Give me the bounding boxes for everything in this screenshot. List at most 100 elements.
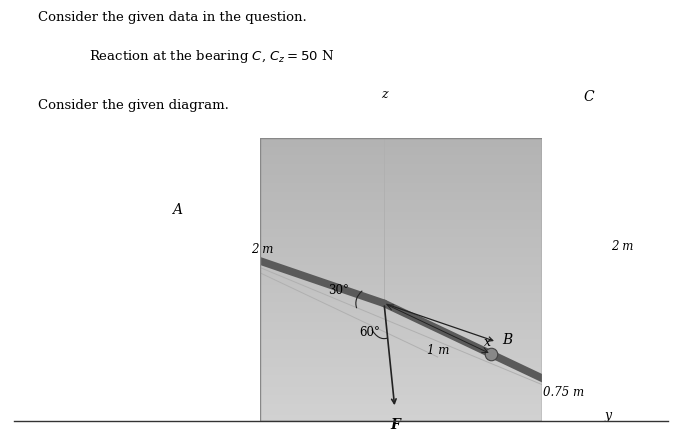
Bar (260, 336, 542, 339)
Bar (260, 342, 542, 344)
Bar (260, 406, 542, 409)
Bar (260, 263, 542, 266)
Bar (260, 142, 542, 144)
Bar (260, 190, 542, 192)
Bar (260, 257, 542, 260)
Bar (260, 350, 542, 353)
Bar (260, 139, 542, 142)
Text: 2 m: 2 m (252, 243, 274, 256)
Bar (260, 325, 542, 328)
Bar (260, 161, 542, 164)
Bar (260, 167, 542, 170)
Bar (260, 201, 542, 204)
Bar (260, 229, 542, 232)
Bar (260, 232, 542, 235)
Bar (260, 305, 542, 308)
Bar (260, 243, 542, 246)
Bar (260, 404, 542, 406)
Bar (260, 164, 542, 167)
Bar (260, 271, 542, 274)
Text: A: A (173, 203, 182, 216)
Text: Consider the given diagram.: Consider the given diagram. (38, 99, 228, 112)
Bar (260, 353, 542, 356)
Bar (260, 299, 542, 302)
Bar (260, 280, 542, 283)
Bar (260, 313, 542, 316)
Bar (260, 328, 542, 330)
Bar (260, 359, 542, 361)
Bar (260, 246, 542, 249)
Bar (260, 277, 542, 280)
Bar (260, 316, 542, 319)
Text: Consider the given data in the question.: Consider the given data in the question. (38, 11, 306, 24)
Bar (260, 283, 542, 286)
Bar (260, 339, 542, 342)
Bar (260, 367, 542, 370)
Text: y: y (604, 408, 611, 421)
Text: 1 m: 1 m (426, 343, 449, 356)
Bar (260, 153, 542, 156)
Bar (260, 373, 542, 375)
Bar (260, 218, 542, 221)
Bar (260, 409, 542, 412)
Bar (260, 392, 542, 395)
Bar (260, 302, 542, 305)
Bar (260, 266, 542, 268)
Bar (260, 347, 542, 350)
Text: Reaction at the bearing $C$, $C_z = 50$ N: Reaction at the bearing $C$, $C_z = 50$ … (89, 48, 334, 65)
Bar (260, 291, 542, 294)
Bar (260, 297, 542, 299)
Bar (260, 159, 542, 161)
Bar (260, 418, 542, 421)
Bar (260, 415, 542, 418)
Text: x: x (484, 336, 491, 349)
Text: F: F (390, 417, 400, 430)
Bar (260, 390, 542, 392)
Text: B: B (503, 332, 513, 346)
Bar (260, 333, 542, 336)
Bar (260, 209, 542, 212)
Bar (260, 226, 542, 229)
Bar (260, 215, 542, 218)
Bar (260, 181, 542, 184)
Bar (260, 384, 542, 387)
Bar (260, 187, 542, 190)
Bar (260, 364, 542, 367)
Bar (260, 237, 542, 240)
Text: 0.75 m: 0.75 m (543, 384, 584, 398)
Bar (260, 204, 542, 206)
Bar (260, 150, 542, 153)
Bar (260, 288, 542, 291)
Text: C: C (583, 90, 594, 104)
Bar (260, 268, 542, 271)
Bar (260, 255, 542, 257)
Bar (260, 198, 542, 201)
Bar (260, 224, 542, 226)
Text: 60°: 60° (359, 326, 381, 338)
Bar (260, 175, 542, 178)
Bar (260, 252, 542, 255)
Bar (260, 144, 542, 147)
Bar (260, 147, 542, 150)
Bar (260, 173, 542, 175)
Bar (260, 192, 542, 195)
Bar (260, 361, 542, 364)
Bar (260, 260, 542, 263)
Bar (260, 206, 542, 209)
Bar (260, 240, 542, 243)
Text: z: z (381, 87, 387, 100)
Bar (260, 178, 542, 181)
Bar (260, 330, 542, 333)
Text: 30°: 30° (329, 283, 349, 296)
Bar (260, 356, 542, 359)
Text: 2 m: 2 m (611, 240, 634, 252)
Bar (260, 170, 542, 173)
Bar (260, 322, 542, 325)
Bar (260, 344, 542, 347)
Bar (260, 381, 542, 384)
Bar (260, 311, 542, 313)
Bar (260, 319, 542, 322)
Bar (260, 286, 542, 288)
Bar (260, 274, 542, 277)
Bar (260, 249, 542, 252)
